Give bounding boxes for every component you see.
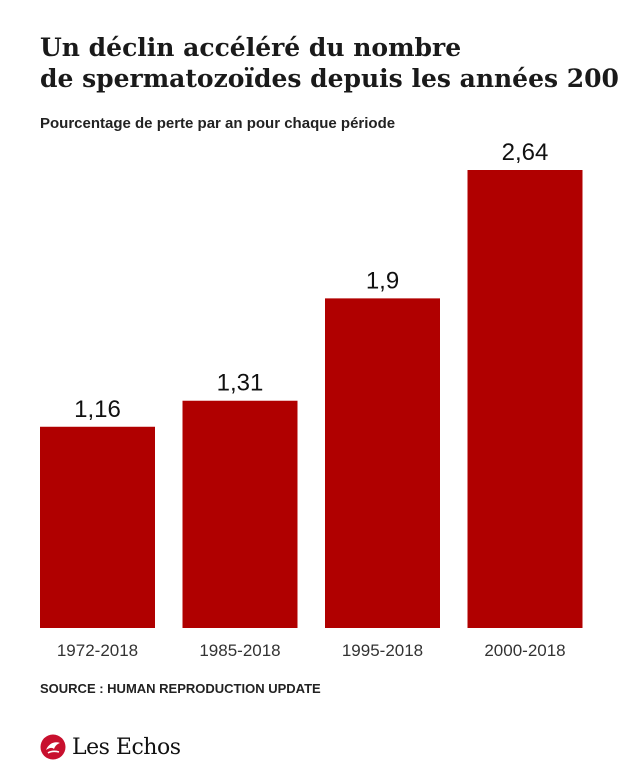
bar-1985-2018 xyxy=(182,400,298,628)
les-echos-logo: Les Echos xyxy=(40,734,181,760)
value-label-1995-2018: 1,9 xyxy=(366,267,399,294)
value-label-2000-2018: 2,64 xyxy=(502,139,549,166)
x-tick-label-1995-2018: 1995-2018 xyxy=(342,641,423,660)
value-label-1985-2018: 1,31 xyxy=(217,370,264,397)
source-note: SOURCE : HUMAN REPRODUCTION UPDATE xyxy=(40,681,321,696)
chart-title-line-2: de spermatozoïdes depuis les années 2000 xyxy=(40,64,620,93)
x-tick-label-2000-2018: 2000-2018 xyxy=(484,641,565,660)
value-label-1972-2018: 1,16 xyxy=(74,396,121,423)
chart-title: Un déclin accéléré du nombre de spermato… xyxy=(40,32,620,94)
logo-wordmark: Les Echos xyxy=(72,734,181,760)
x-tick-label-1985-2018: 1985-2018 xyxy=(199,641,280,660)
chart-subtitle: Pourcentage de perte par an pour chaque … xyxy=(40,115,396,132)
x-tick-label-1972-2018: 1972-2018 xyxy=(57,641,138,660)
les-echos-emblem-icon xyxy=(40,734,66,760)
bar-chart: 1,16 1972-2018 1,31 1985-2018 1,9 1995-2018 2,… xyxy=(40,139,583,660)
bar-2000-2018 xyxy=(467,170,583,628)
bar-1995-2018 xyxy=(325,298,440,628)
chart-title-line-1: Un déclin accéléré du nombre xyxy=(40,33,462,62)
bar-1972-2018 xyxy=(40,426,155,628)
